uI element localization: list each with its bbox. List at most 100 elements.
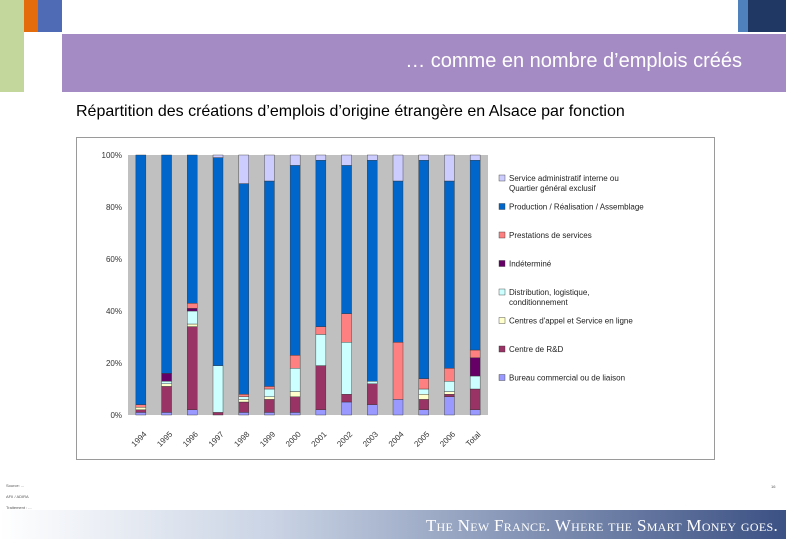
bar-segment-2002-s1 (341, 394, 352, 403)
bar-segment-2000-s6 (289, 165, 301, 356)
bar-segment-1995-s0 (161, 412, 172, 416)
legend-swatch (498, 231, 506, 239)
bar-segment-2002-s3 (341, 341, 352, 395)
legend-swatch (498, 345, 506, 353)
bar-segment-2001-s0 (315, 409, 327, 416)
x-tick-label: 1999 (258, 429, 277, 448)
y-tick-label: 60% (106, 255, 122, 264)
chart-subtitle: Répartition des créations d’emplois d’or… (76, 103, 625, 120)
legend: Service administratif interne ou Quartier… (495, 167, 713, 401)
bar-segment-Total-s7 (469, 154, 481, 161)
bar-segment-1998-s2 (238, 399, 249, 403)
x-tick-label: 2005 (412, 429, 431, 448)
bar-segment-1998-s1 (238, 401, 249, 413)
x-tick-label: 1998 (232, 429, 251, 448)
bar-segment-Total-s4 (469, 357, 481, 377)
source-line-2: AFII / ADIRA (6, 494, 29, 499)
decorative-block-navy (748, 0, 786, 32)
bar-segment-1998-s0 (238, 412, 249, 416)
bar-segment-1999-s0 (264, 412, 275, 416)
bar-segment-1997-s7 (212, 154, 224, 158)
bar-segment-2006-s3 (444, 380, 455, 392)
bar-segment-2002-s0 (341, 401, 352, 416)
x-tick-label: 2003 (361, 429, 380, 448)
bar-segment-Total-s5 (469, 349, 481, 359)
bar-segment-2002-s5 (341, 313, 352, 343)
legend-swatch (498, 317, 506, 324)
bar-segment-Total-s0 (469, 409, 481, 416)
y-axis-ticks: 0% 20% 40% 60% 80% 100% (102, 151, 122, 420)
legend-label: Centres d'appel et Service en ligne (509, 317, 633, 326)
bar-segment-1996-s0 (187, 409, 198, 416)
stacked-bar-chart: 0%20%40%60%80%100% 1994 1995 1996 1997 1998 1… (102, 151, 713, 449)
footer-bar (0, 510, 786, 539)
bar-segment-1996-s2 (187, 323, 198, 327)
bar-segment-2003-s1 (367, 383, 378, 405)
y-tick-label: 80% (106, 203, 122, 212)
bar-segment-2005-s5 (418, 378, 429, 390)
legend-swatch (498, 260, 506, 267)
bar-segment-1996-s4 (187, 308, 198, 312)
legend-label: Indéterminé (509, 260, 552, 269)
bar-segment-1997-s6 (212, 157, 224, 366)
bar-segment-1995-s6 (161, 154, 172, 374)
y-tick-label: 20% (106, 359, 122, 368)
bar-segment-1998-s7 (238, 154, 249, 184)
bar-segment-2002-s7 (341, 154, 352, 166)
legend-label: Service administratif interne ou Quartier… (509, 174, 619, 193)
decorative-block-green (0, 0, 24, 92)
bar-segment-2000-s5 (289, 354, 301, 369)
bar-segment-2003-s7 (367, 154, 378, 161)
source-line-3: Traitement : ... (6, 505, 32, 510)
bar-segment-1999-s7 (264, 154, 275, 182)
title-band (62, 34, 786, 92)
bar-segment-1995-s4 (161, 373, 172, 382)
bar-segment-2001-s6 (315, 160, 327, 327)
bar-segment-2000-s1 (289, 396, 301, 413)
legend-label: Distribution, logistique, conditionnement (509, 288, 589, 307)
bar-segment-Total-s1 (469, 388, 481, 410)
x-tick-label: 2004 (387, 429, 406, 448)
x-tick-label: Total (464, 430, 482, 448)
bar-segment-1994-s1 (135, 409, 147, 413)
bar-segment-2005-s6 (418, 160, 429, 379)
decorative-block-blue (38, 0, 62, 32)
bar-segment-2006-s2 (444, 391, 455, 395)
bar-segment-1997-s3 (212, 365, 224, 413)
decorative-block-orange (24, 0, 38, 32)
bar-segment-2006-s0 (444, 396, 455, 416)
x-tick-label: 1994 (130, 429, 149, 448)
bar-segment-2000-s7 (289, 154, 301, 166)
bar-segment-2002-s6 (341, 165, 352, 314)
bar-segment-2004-s5 (392, 341, 404, 400)
bar-segment-1994-s6 (135, 154, 147, 405)
bar-segment-2006-s5 (444, 367, 455, 382)
x-tick-label: 2000 (284, 429, 303, 448)
source-line-1: Source: ... (6, 483, 25, 488)
bar-segment-2006-s7 (444, 154, 455, 182)
bar-segment-2001-s7 (315, 154, 327, 161)
bar-segment-1996-s1 (187, 326, 198, 411)
bar-segment-1996-s5 (187, 302, 198, 309)
bar-segment-1998-s6 (238, 183, 249, 395)
legend-swatch (498, 174, 506, 182)
bar-segment-1999-s2 (264, 396, 275, 400)
bar-segment-2000-s0 (289, 412, 301, 416)
bar-segment-2005-s3 (418, 388, 429, 395)
bar-segment-1999-s3 (264, 388, 275, 398)
bar-segment-2005-s0 (418, 409, 429, 416)
legend-swatch (498, 203, 506, 210)
decorative-block-lightblue (738, 0, 748, 32)
bar-segment-2000-s2 (289, 391, 301, 398)
legend-label: Centre de R&D (509, 345, 563, 354)
bar-segment-1999-s6 (264, 180, 275, 387)
bar-segment-1995-s3 (161, 380, 172, 384)
bar-segment-1994-s5 (135, 404, 147, 408)
bar-segment-2006-s6 (444, 180, 455, 369)
x-tick-label: 1997 (207, 429, 226, 448)
x-tick-label: 2006 (438, 429, 457, 448)
bar-segment-2003-s6 (367, 160, 378, 382)
plot-area-background (128, 155, 488, 415)
bar-segment-1999-s5 (264, 386, 275, 390)
bar-segment-1994-s2 (135, 407, 147, 411)
